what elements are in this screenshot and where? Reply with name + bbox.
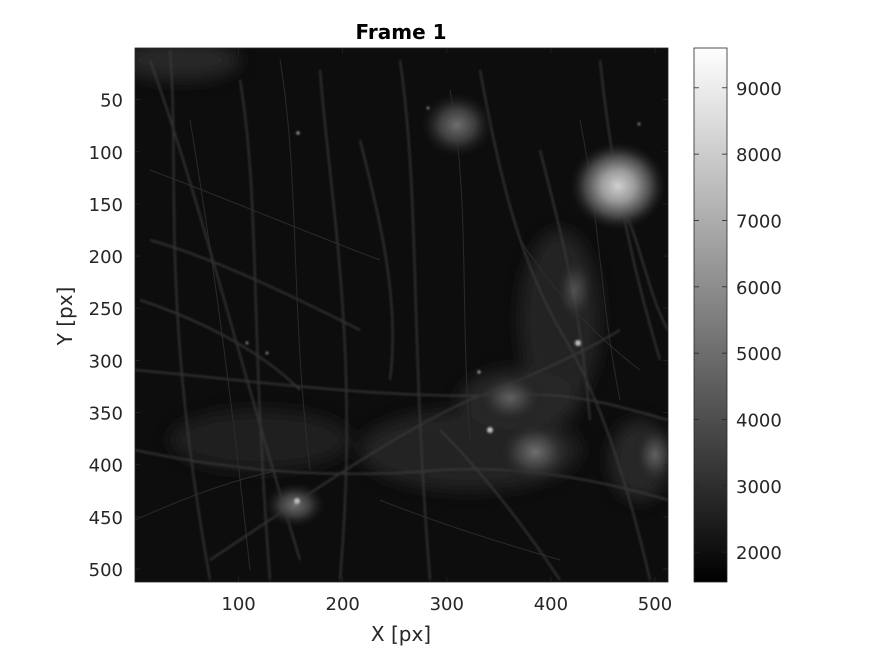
x-tick-label: 200 xyxy=(326,594,360,615)
colorbar-gradient xyxy=(693,47,728,583)
x-tick-label: 300 xyxy=(430,594,464,615)
bright-puncta xyxy=(245,106,641,504)
y-tick-label: 200 xyxy=(89,247,123,268)
colorbar-tick-label: 5000 xyxy=(736,344,782,365)
y-tick-label: 500 xyxy=(89,560,123,581)
cell-bodies xyxy=(265,93,668,527)
colorbar-tick-label: 8000 xyxy=(736,145,782,166)
colorbar-tick-label: 6000 xyxy=(736,278,782,299)
image-frame xyxy=(134,47,669,583)
colorbar-tick-label: 7000 xyxy=(736,211,782,232)
image-area xyxy=(135,48,668,582)
y-tick-label: 450 xyxy=(89,508,123,529)
y-tick-label: 300 xyxy=(89,351,123,372)
colorbar-tick-label: 3000 xyxy=(736,477,782,498)
colorbar-tick-label: 9000 xyxy=(736,79,782,100)
y-tick-label: 100 xyxy=(89,143,123,164)
x-axis: 100 200 300 400 500 xyxy=(221,48,672,615)
colorbar-tick-label: 2000 xyxy=(736,543,782,564)
y-axis-label: Y [px] xyxy=(53,287,77,347)
chart-title: Frame 1 xyxy=(355,20,446,44)
x-tick-label: 400 xyxy=(534,594,568,615)
y-tick-label: 350 xyxy=(89,404,123,425)
neurites xyxy=(135,49,668,581)
y-tick-label: 250 xyxy=(89,299,123,320)
y-tick-label: 50 xyxy=(100,91,123,112)
colorbar-ticks: 2000 3000 4000 5000 6000 7000 8000 9000 xyxy=(694,79,782,564)
x-tick-label: 100 xyxy=(221,594,255,615)
colorbar-tick-label: 4000 xyxy=(736,410,782,431)
y-tick-label: 400 xyxy=(89,456,123,477)
y-tick-label: 150 xyxy=(89,195,123,216)
y-axis: 50 100 150 200 250 300 350 400 450 500 xyxy=(89,91,668,581)
x-axis-label: X [px] xyxy=(371,622,431,646)
x-tick-label: 500 xyxy=(638,594,672,615)
colorbar: 2000 3000 4000 5000 6000 7000 8000 9000 xyxy=(693,47,782,583)
